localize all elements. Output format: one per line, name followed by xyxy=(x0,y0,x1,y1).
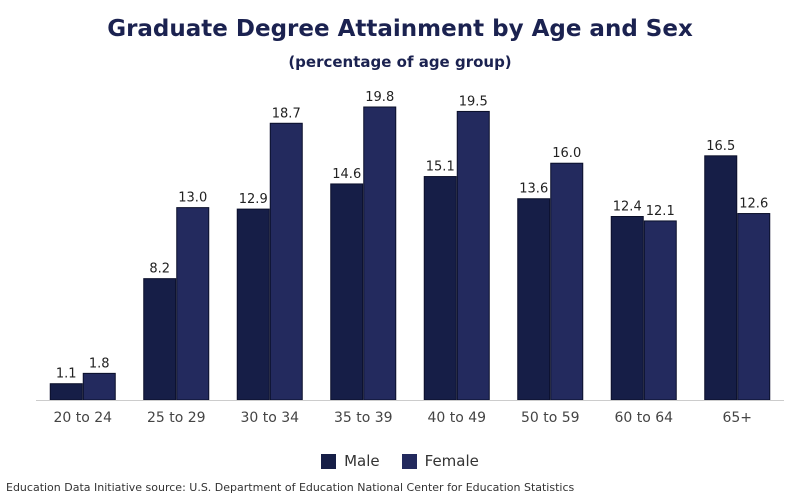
bar-male-7 xyxy=(704,155,738,401)
x-tick-label-1: 25 to 29 xyxy=(147,410,206,426)
chart-subtitle: (percentage of age group) xyxy=(288,53,512,71)
data-label-female-7: 12.6 xyxy=(739,197,768,212)
bar-female-4 xyxy=(456,110,490,401)
x-tick-label-3: 35 to 39 xyxy=(334,410,393,426)
source-note: Education Data Initiative source: U.S. D… xyxy=(6,481,575,494)
data-label-male-5: 13.6 xyxy=(519,182,548,197)
bar-male-1 xyxy=(143,278,177,401)
data-label-male-4: 15.1 xyxy=(426,160,455,175)
legend: Male Female xyxy=(0,452,800,470)
x-tick-label-2: 30 to 34 xyxy=(240,410,299,426)
bar-female-7 xyxy=(737,213,771,401)
x-tick-label-6: 60 to 64 xyxy=(614,410,673,426)
data-label-male-2: 12.9 xyxy=(239,192,268,207)
data-label-female-4: 19.5 xyxy=(459,94,488,109)
legend-item-male: Male xyxy=(321,452,380,470)
data-label-female-0: 1.8 xyxy=(89,356,110,371)
data-label-male-3: 14.6 xyxy=(332,167,361,182)
bar-male-2 xyxy=(236,208,270,401)
legend-item-female: Female xyxy=(401,452,479,470)
data-label-male-7: 16.5 xyxy=(706,139,735,154)
data-label-female-3: 19.8 xyxy=(365,90,394,105)
bar-male-4 xyxy=(423,176,457,401)
bar-female-1 xyxy=(176,207,210,401)
bar-female-5 xyxy=(550,162,584,401)
x-tick-label-7: 65+ xyxy=(722,410,752,426)
x-tick-label-5: 50 to 59 xyxy=(521,410,580,426)
legend-label-female: Female xyxy=(424,452,479,470)
bar-female-2 xyxy=(269,122,303,401)
x-tick-label-4: 40 to 49 xyxy=(427,410,486,426)
legend-swatch-male xyxy=(321,453,337,469)
legend-label-male: Male xyxy=(344,452,380,470)
bar-male-5 xyxy=(517,198,551,401)
data-label-female-1: 13.0 xyxy=(178,191,207,206)
data-label-female-2: 18.7 xyxy=(272,106,301,121)
data-label-male-6: 12.4 xyxy=(613,200,642,215)
bar-female-3 xyxy=(363,106,397,401)
data-label-female-5: 16.0 xyxy=(552,146,581,161)
chart-title: Graduate Degree Attainment by Age and Se… xyxy=(107,16,693,42)
data-label-male-0: 1.1 xyxy=(56,367,77,382)
data-label-female-6: 12.1 xyxy=(646,204,675,219)
bar-male-3 xyxy=(330,183,364,401)
data-label-male-1: 8.2 xyxy=(149,262,170,277)
bar-female-6 xyxy=(643,220,677,401)
x-tick-label-0: 20 to 24 xyxy=(53,410,112,426)
bar-male-0 xyxy=(49,383,83,401)
bar-male-6 xyxy=(610,216,644,401)
bar-female-0 xyxy=(82,372,116,401)
legend-swatch-female xyxy=(401,453,417,469)
